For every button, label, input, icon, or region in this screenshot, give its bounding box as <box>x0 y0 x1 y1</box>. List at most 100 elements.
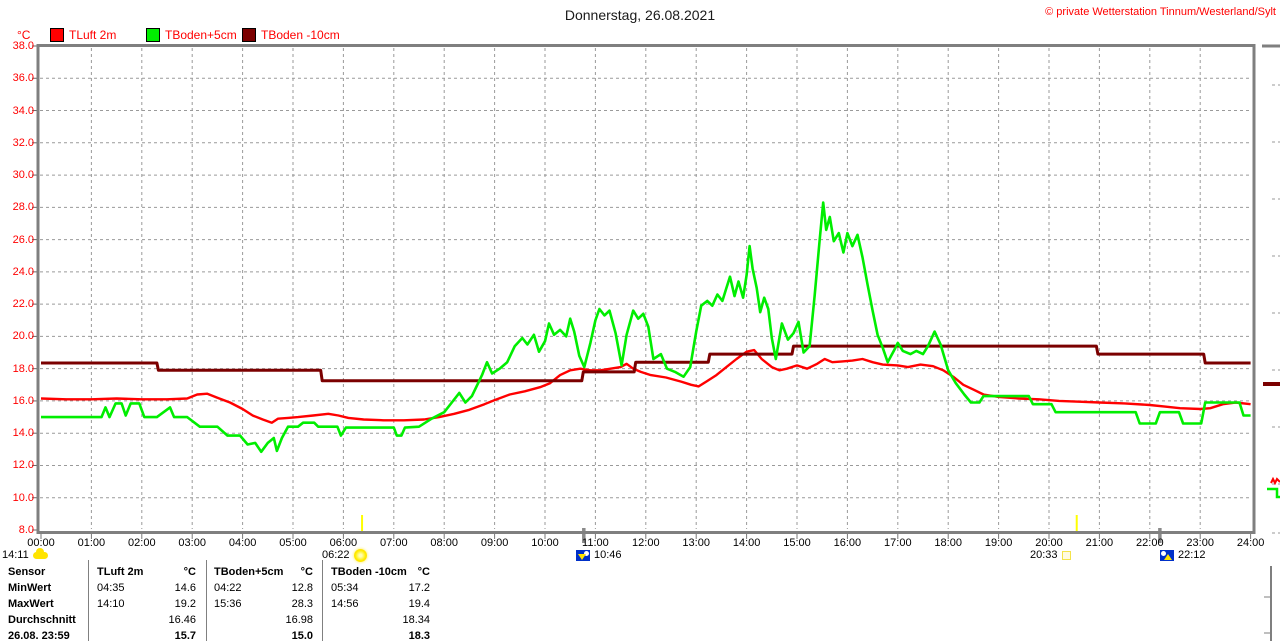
table-cell: 14:56 19.4 <box>322 597 439 612</box>
table-cell-value: 18.34 <box>402 613 430 626</box>
sun-moon-time: 14:11 <box>2 549 29 561</box>
sun-moon-time: 10:46 <box>594 549 622 561</box>
table-cell-time: 05:34 <box>331 581 359 594</box>
legend-label: TBoden -10cm <box>261 28 340 42</box>
table-cell: 16.46 <box>88 613 205 628</box>
table-cell-value: 15.0 <box>291 629 313 642</box>
moonrise-icon <box>576 549 590 561</box>
x-tick-label: 14:00 <box>732 537 761 549</box>
x-tick-label: 17:00 <box>884 537 912 549</box>
adjacent-chart-fragment <box>1267 487 1280 499</box>
table-cell: 15.0 <box>205 629 322 644</box>
y-tick-label: 12.0 <box>12 459 34 472</box>
y-tick-label: 28.0 <box>12 201 34 214</box>
table-cell: 04:35 14.6 <box>88 581 205 596</box>
table-cell: 18.34 <box>322 613 439 628</box>
x-tick-label: 07:00 <box>380 537 408 549</box>
table-cell: 18.3 <box>322 629 439 644</box>
x-tick-label: 22:00 <box>1136 537 1164 549</box>
y-tick-label: 8.0 <box>18 523 34 536</box>
table-cell-time: 14:56 <box>331 597 359 610</box>
x-tick-label: 05:00 <box>279 537 307 549</box>
table-row: Sensor TLuft 2m °C TBoden+5cm °C TBoden -10cm… <box>8 564 439 580</box>
table-cell-value: °C <box>300 565 313 578</box>
legend-swatch-darkred <box>242 28 256 42</box>
table-column-divider <box>322 560 323 641</box>
sun-moon-annotation: 14:11 <box>2 547 48 562</box>
table-cell-time: 14:10 <box>97 597 125 610</box>
sun-moon-annotation: 22:12 <box>1160 548 1206 562</box>
table-cell-time: TBoden+5cm <box>214 565 284 578</box>
y-tick-label: 36.0 <box>12 72 34 85</box>
table-cell: 05:34 17.2 <box>322 581 439 596</box>
y-tick-label: 26.0 <box>12 233 34 246</box>
x-tick-label: 16:00 <box>833 537 862 549</box>
y-tick-label: 10.0 <box>12 491 34 504</box>
y-tick-label: 22.0 <box>12 298 34 311</box>
page-title: Donnerstag, 26.08.2021 <box>564 7 716 23</box>
y-tick-label: 24.0 <box>12 265 34 278</box>
table-cell-value: 12.8 <box>291 581 313 594</box>
table-cell: 14:10 19.2 <box>88 597 205 612</box>
x-tick-label: 08:00 <box>430 537 458 549</box>
x-tick-label: 19:00 <box>984 537 1013 549</box>
sun-moon-annotation: 20:33 <box>1030 548 1071 562</box>
table-column-divider <box>88 560 89 641</box>
y-tick-label: 32.0 <box>12 136 34 149</box>
series-line-tboden-10cm <box>41 344 1251 383</box>
adjacent-chart-fragment <box>1270 476 1280 486</box>
legend-label: TBoden+5cm <box>165 28 237 42</box>
table-cell-time: 04:35 <box>97 581 125 594</box>
plot-border <box>36 44 1256 534</box>
legend-swatch-red <box>50 28 64 42</box>
y-axis-unit-label: °C <box>17 28 31 42</box>
table-cell-value: 17.2 <box>408 581 430 594</box>
table-cell-value: 15.7 <box>174 629 196 642</box>
sun-moon-annotation: 10:46 <box>576 548 622 562</box>
x-tick-label: 10:00 <box>531 537 559 549</box>
x-tick-label: 04:00 <box>228 537 257 549</box>
x-tick-label: 23:00 <box>1186 537 1214 549</box>
x-tick-label: 11:00 <box>582 537 609 549</box>
legend-label: TLuft 2m <box>69 28 117 42</box>
table-row: MinWert 04:35 14.6 04:22 12.8 05:34 17.2 <box>8 580 439 596</box>
table-cell-value: 16.46 <box>168 613 196 626</box>
copyright-text: © private Wetterstation Tinnum/Westerlan… <box>1045 6 1276 18</box>
y-tick-label: 18.0 <box>12 362 34 375</box>
table-cell: 15:36 28.3 <box>205 597 322 612</box>
table-cell-value: 19.4 <box>408 597 430 610</box>
x-tick-label: 02:00 <box>128 537 156 549</box>
x-tick-label: 20:00 <box>1035 537 1063 549</box>
moon-cloud-icon <box>32 547 48 559</box>
table-row-label: 26.08. 23:59 <box>8 629 70 642</box>
y-tick-label: 34.0 <box>12 104 34 117</box>
table-row: Durchschnitt 16.46 16.98 18.34 <box>8 612 439 628</box>
x-tick-label: 00:00 <box>27 537 55 549</box>
table-cell-value: 16.98 <box>285 613 313 626</box>
table-row: 26.08. 23:59 15.7 15.0 18.3 <box>8 628 439 644</box>
series-line-tluft-2m <box>40 348 1251 424</box>
table-column-divider <box>206 560 207 641</box>
x-tick-label: 01:00 <box>77 537 106 549</box>
series-line-tboden-5cm <box>41 201 1251 454</box>
x-tick-label: 09:00 <box>480 537 509 549</box>
table-cell-time: TBoden -10cm <box>331 565 407 578</box>
sun-moon-annotation: 06:22 <box>322 548 367 562</box>
table-cell-value: 18.3 <box>408 629 430 642</box>
legend-item-tboden-5cm: TBoden+5cm <box>146 28 237 42</box>
statistics-table: Sensor TLuft 2m °C TBoden+5cm °C TBoden -10cm… <box>8 564 439 644</box>
table-cell: TBoden -10cm °C <box>322 565 439 580</box>
legend-item-tluft-2m: TLuft 2m <box>50 28 116 42</box>
table-cell-time: 15:36 <box>214 597 242 610</box>
y-tick-label: 14.0 <box>12 427 34 440</box>
y-tick-label: 30.0 <box>12 169 34 182</box>
table-cell: 16.98 <box>205 613 322 628</box>
legend-item-tboden-minus10cm: TBoden -10cm <box>242 28 340 42</box>
x-tick-label: 03:00 <box>178 537 206 549</box>
table-cell: TLuft 2m °C <box>88 565 205 580</box>
table-row-label: Sensor <box>8 565 46 578</box>
sun-moon-time: 22:12 <box>1178 549 1206 561</box>
table-cell-value: °C <box>417 565 430 578</box>
table-cell-time: 04:22 <box>214 581 242 594</box>
